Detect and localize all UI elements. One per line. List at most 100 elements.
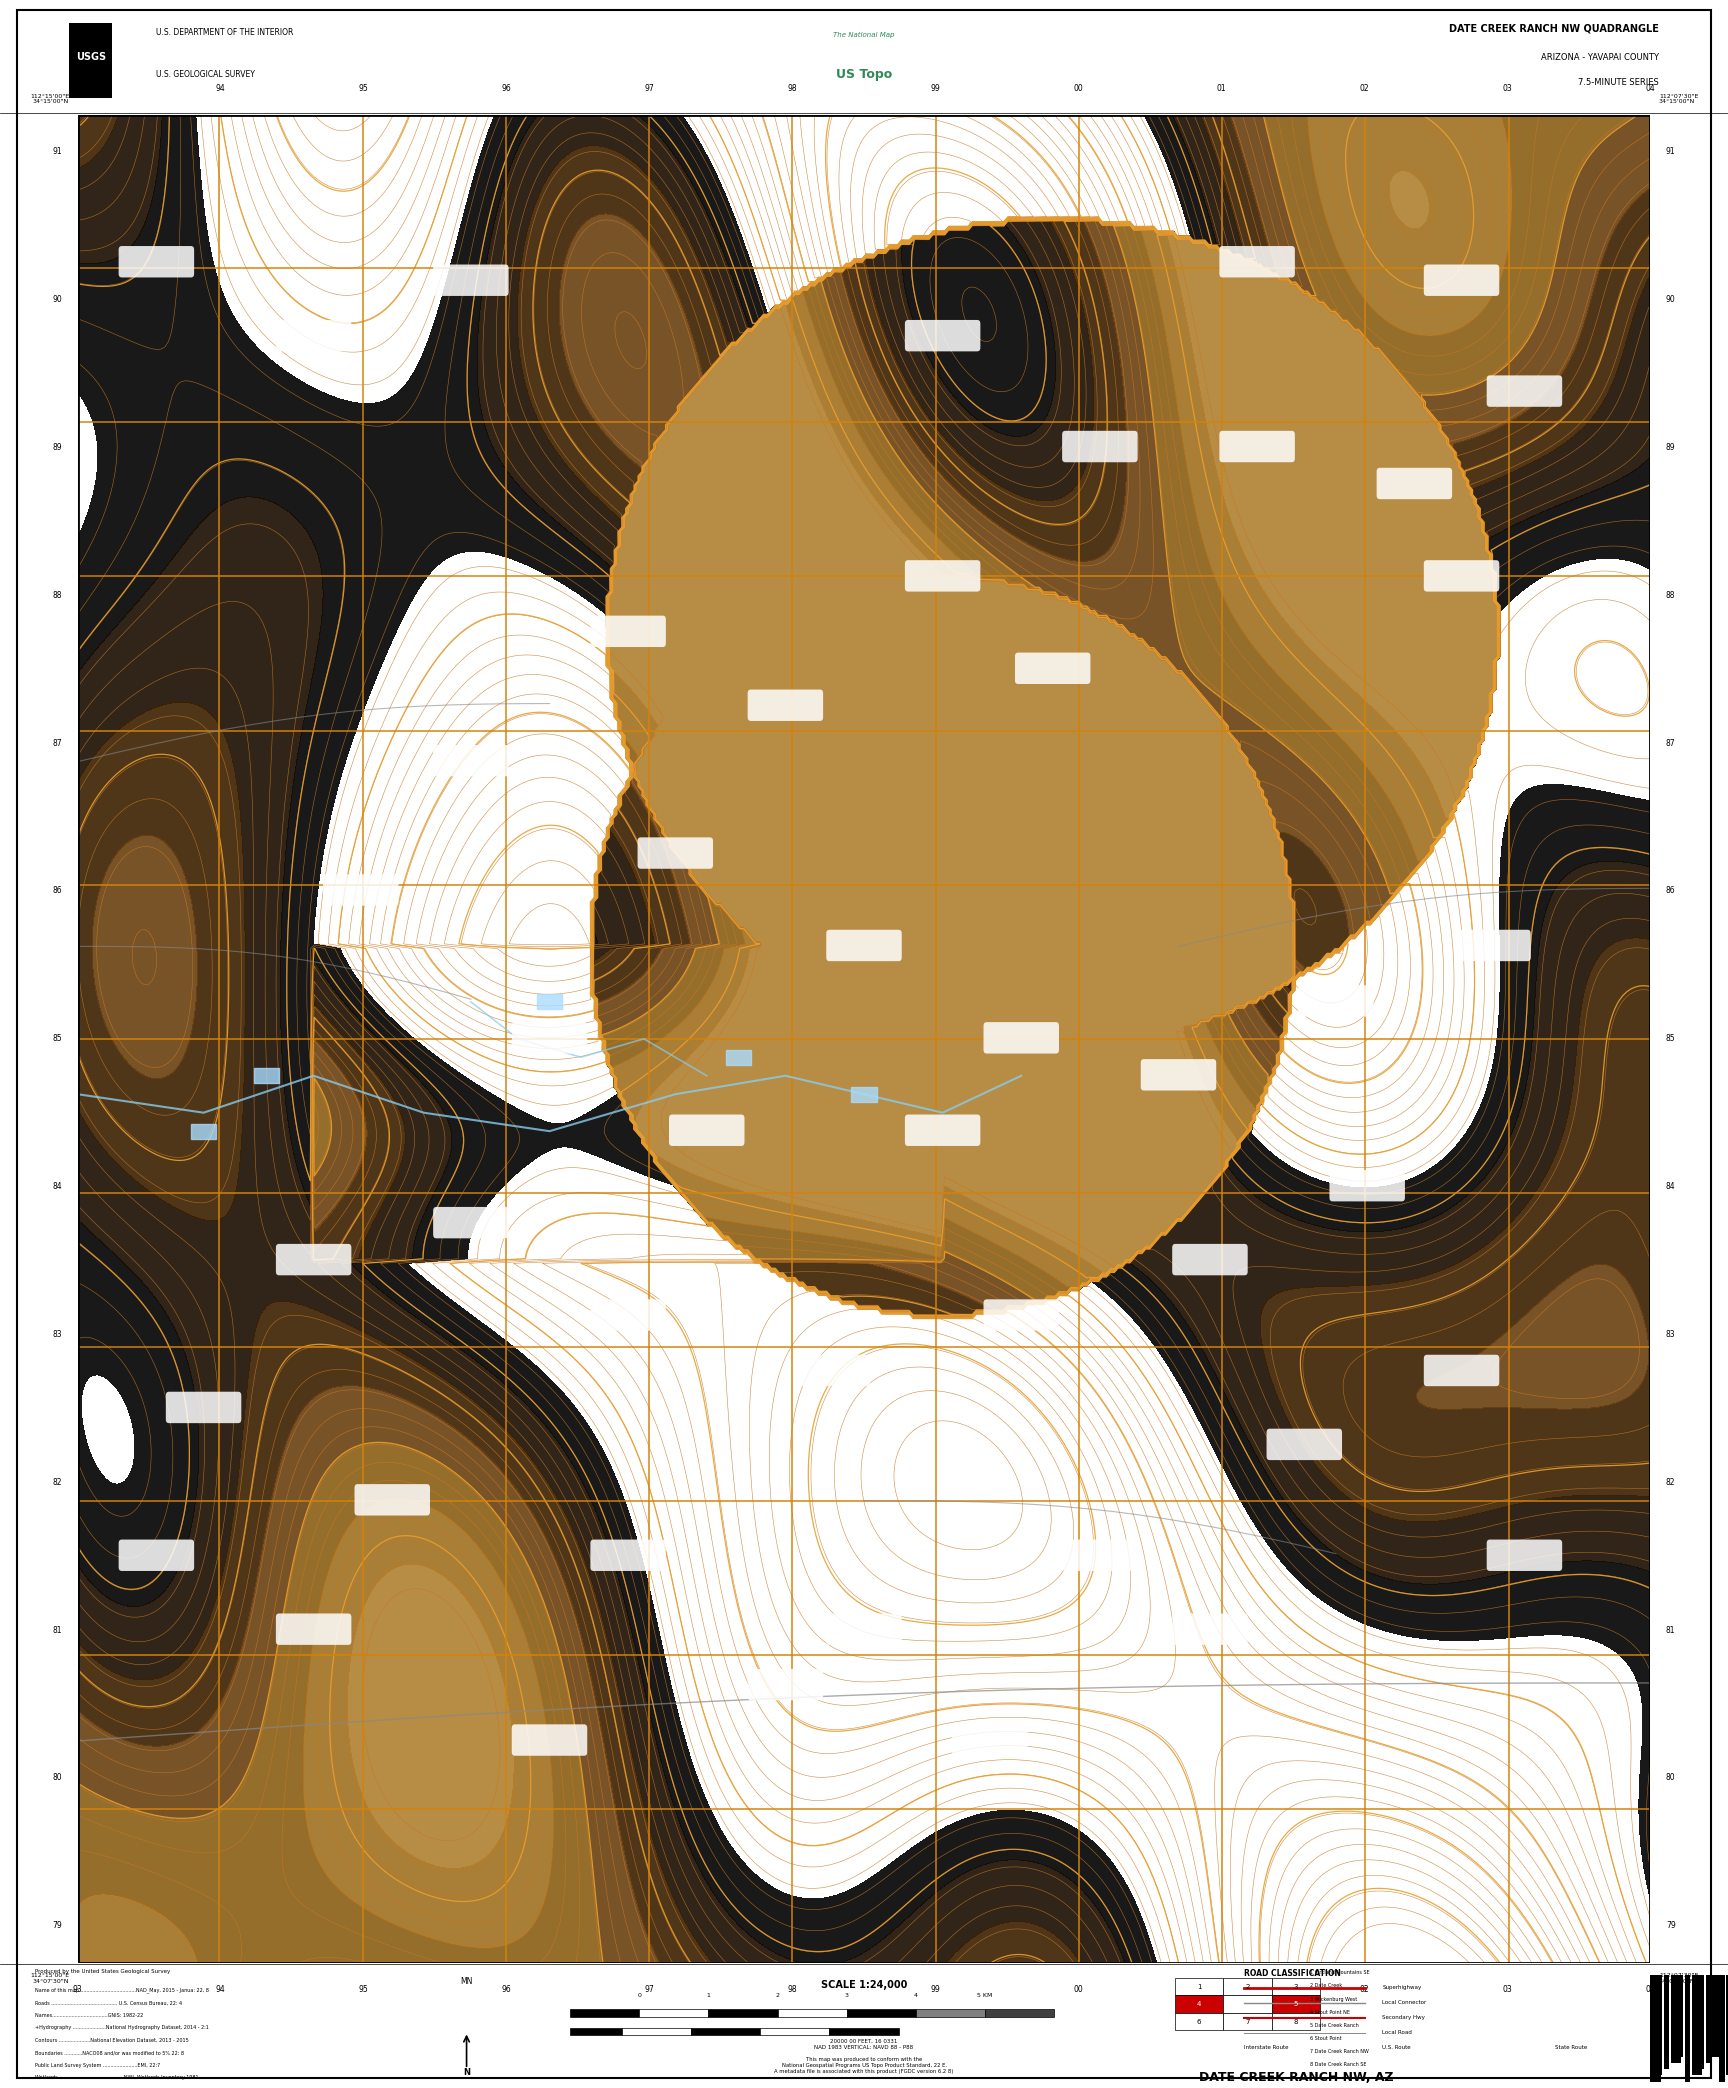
Text: 0: 0 [638, 1992, 641, 1998]
Bar [852, 1088, 876, 1102]
Text: Boundaries ............NACO08 and/or was modified to 5% 22: 8: Boundaries ............NACO08 and/or was… [35, 2050, 183, 2055]
Text: 91: 91 [1666, 148, 1676, 157]
Text: 90: 90 [52, 294, 62, 305]
FancyBboxPatch shape [511, 1023, 588, 1054]
FancyBboxPatch shape [1172, 1614, 1248, 1645]
Bar [1223, 1996, 1272, 2013]
Text: 80: 80 [52, 1773, 62, 1783]
Text: 94: 94 [216, 84, 226, 92]
Text: This map was produced to conform with the
National Geospatial Programs US Topo P: This map was produced to conform with th… [774, 2057, 954, 2073]
Bar [1678, 1975, 1683, 2057]
Text: 03: 03 [1502, 1986, 1512, 1994]
Text: 82: 82 [52, 1478, 62, 1487]
Text: SCALE 1:24,000: SCALE 1:24,000 [821, 1979, 907, 1990]
Text: Local Road: Local Road [1382, 2030, 1412, 2036]
Text: 112°15'00"E
34°07'30"N: 112°15'00"E 34°07'30"N [29, 1973, 69, 1984]
Text: DATE CREEK RANCH NW QUADRANGLE: DATE CREEK RANCH NW QUADRANGLE [1450, 23, 1659, 33]
FancyBboxPatch shape [1455, 929, 1531, 960]
Bar [1650, 1975, 1661, 2082]
FancyBboxPatch shape [905, 319, 980, 351]
Text: 02: 02 [1360, 1986, 1369, 1994]
Bar [691, 2027, 760, 2036]
FancyBboxPatch shape [276, 319, 351, 351]
Bar [1223, 1977, 1272, 1996]
Text: 88: 88 [52, 591, 62, 599]
Text: 93: 93 [73, 84, 83, 92]
FancyBboxPatch shape [276, 1614, 351, 1645]
Bar [192, 1123, 216, 1138]
FancyBboxPatch shape [905, 560, 980, 591]
FancyBboxPatch shape [1014, 654, 1090, 685]
Bar [1175, 1977, 1223, 1996]
Text: 80: 80 [1666, 1773, 1676, 1783]
Text: Names.....................................GNIS: 1982-22: Names...................................… [35, 2013, 143, 2017]
Text: State Route: State Route [1555, 2046, 1588, 2050]
FancyBboxPatch shape [434, 1207, 508, 1238]
FancyBboxPatch shape [1424, 1355, 1500, 1386]
Text: 4: 4 [1198, 2000, 1201, 2007]
FancyBboxPatch shape [1063, 430, 1137, 461]
Text: ROAD CLASSIFICATION: ROAD CLASSIFICATION [1244, 1969, 1341, 1977]
Bar [1699, 1975, 1704, 2069]
FancyBboxPatch shape [748, 689, 823, 720]
Text: 1: 1 [707, 1992, 710, 1998]
Bar [708, 2009, 778, 2017]
Text: 1 Kirkland Mountains SE: 1 Kirkland Mountains SE [1310, 1971, 1370, 1975]
Text: ARIZONA - YAVAPAI COUNTY: ARIZONA - YAVAPAI COUNTY [1541, 52, 1659, 63]
Bar [1272, 2013, 1320, 2030]
Bar [1657, 1975, 1662, 2075]
Text: 112°15'00"E
34°15'00"N: 112°15'00"E 34°15'00"N [29, 94, 69, 104]
FancyBboxPatch shape [119, 246, 194, 278]
Text: 96: 96 [501, 1986, 511, 1994]
Bar [829, 2027, 899, 2036]
Bar [1719, 1975, 1725, 2082]
Text: 03: 03 [1502, 84, 1512, 92]
FancyBboxPatch shape [323, 875, 399, 906]
Text: 88: 88 [1666, 591, 1676, 599]
Text: Name of this map .....................................NAD_May, 2015 - Janua: 22,: Name of this map .......................… [35, 1988, 209, 1994]
FancyBboxPatch shape [1140, 1059, 1217, 1090]
Bar [1671, 1975, 1681, 2063]
Text: 04: 04 [1645, 84, 1655, 92]
Bar [570, 2009, 639, 2017]
Text: Contours .....................National Elevation Dataset, 2013 - 2015: Contours .....................National E… [35, 2038, 188, 2042]
Text: 95: 95 [359, 84, 368, 92]
Text: 5 KM: 5 KM [978, 1992, 992, 1998]
Bar [1692, 1975, 1702, 2075]
Text: 91: 91 [52, 148, 62, 157]
Text: 20000 00 FEET, 16 0331
NAD 1983 VERTICAL: NAVD 88 - P88: 20000 00 FEET, 16 0331 NAD 1983 VERTICAL… [814, 2038, 914, 2050]
Text: Local Connector: Local Connector [1382, 2000, 1427, 2004]
Text: 83: 83 [52, 1330, 62, 1338]
Text: 79: 79 [52, 1921, 62, 1929]
Bar [985, 2009, 1054, 2017]
Text: 6 Stout Point: 6 Stout Point [1310, 2036, 1341, 2040]
Text: U.S. Route: U.S. Route [1382, 2046, 1412, 2050]
Text: 5 Date Creek Ranch: 5 Date Creek Ranch [1310, 2023, 1358, 2027]
FancyBboxPatch shape [1486, 376, 1562, 407]
Text: US Topo: US Topo [836, 69, 892, 81]
Text: 8 Date Creek Ranch SE: 8 Date Creek Ranch SE [1310, 2063, 1367, 2067]
FancyBboxPatch shape [434, 265, 508, 296]
Text: 95: 95 [359, 1986, 368, 1994]
FancyBboxPatch shape [511, 1725, 588, 1756]
FancyBboxPatch shape [1424, 265, 1500, 296]
Text: Produced by the United States Geological Survey: Produced by the United States Geological… [35, 1969, 169, 1973]
Bar [537, 994, 562, 1009]
Bar [1272, 1996, 1320, 2013]
Bar [639, 2009, 708, 2017]
Text: U.S. GEOLOGICAL SURVEY: U.S. GEOLOGICAL SURVEY [156, 71, 254, 79]
FancyBboxPatch shape [591, 1299, 665, 1330]
FancyBboxPatch shape [983, 1023, 1059, 1054]
Text: 84: 84 [1666, 1182, 1676, 1190]
Bar [1706, 1975, 1711, 2063]
Text: 2: 2 [1246, 1984, 1249, 1990]
Bar [1175, 1996, 1223, 2013]
Text: 85: 85 [1666, 1034, 1676, 1044]
Text: 87: 87 [52, 739, 62, 748]
Text: Wetlands ...........................................NWI, Wetlands Inventory 1981: Wetlands ...............................… [35, 2075, 199, 2080]
Bar [726, 1050, 750, 1065]
Text: 84: 84 [52, 1182, 62, 1190]
FancyBboxPatch shape [1267, 1428, 1343, 1460]
Text: 112°07'30"E
34°15'00"N: 112°07'30"E 34°15'00"N [1659, 94, 1699, 104]
Text: Superhighway: Superhighway [1382, 1986, 1422, 1990]
